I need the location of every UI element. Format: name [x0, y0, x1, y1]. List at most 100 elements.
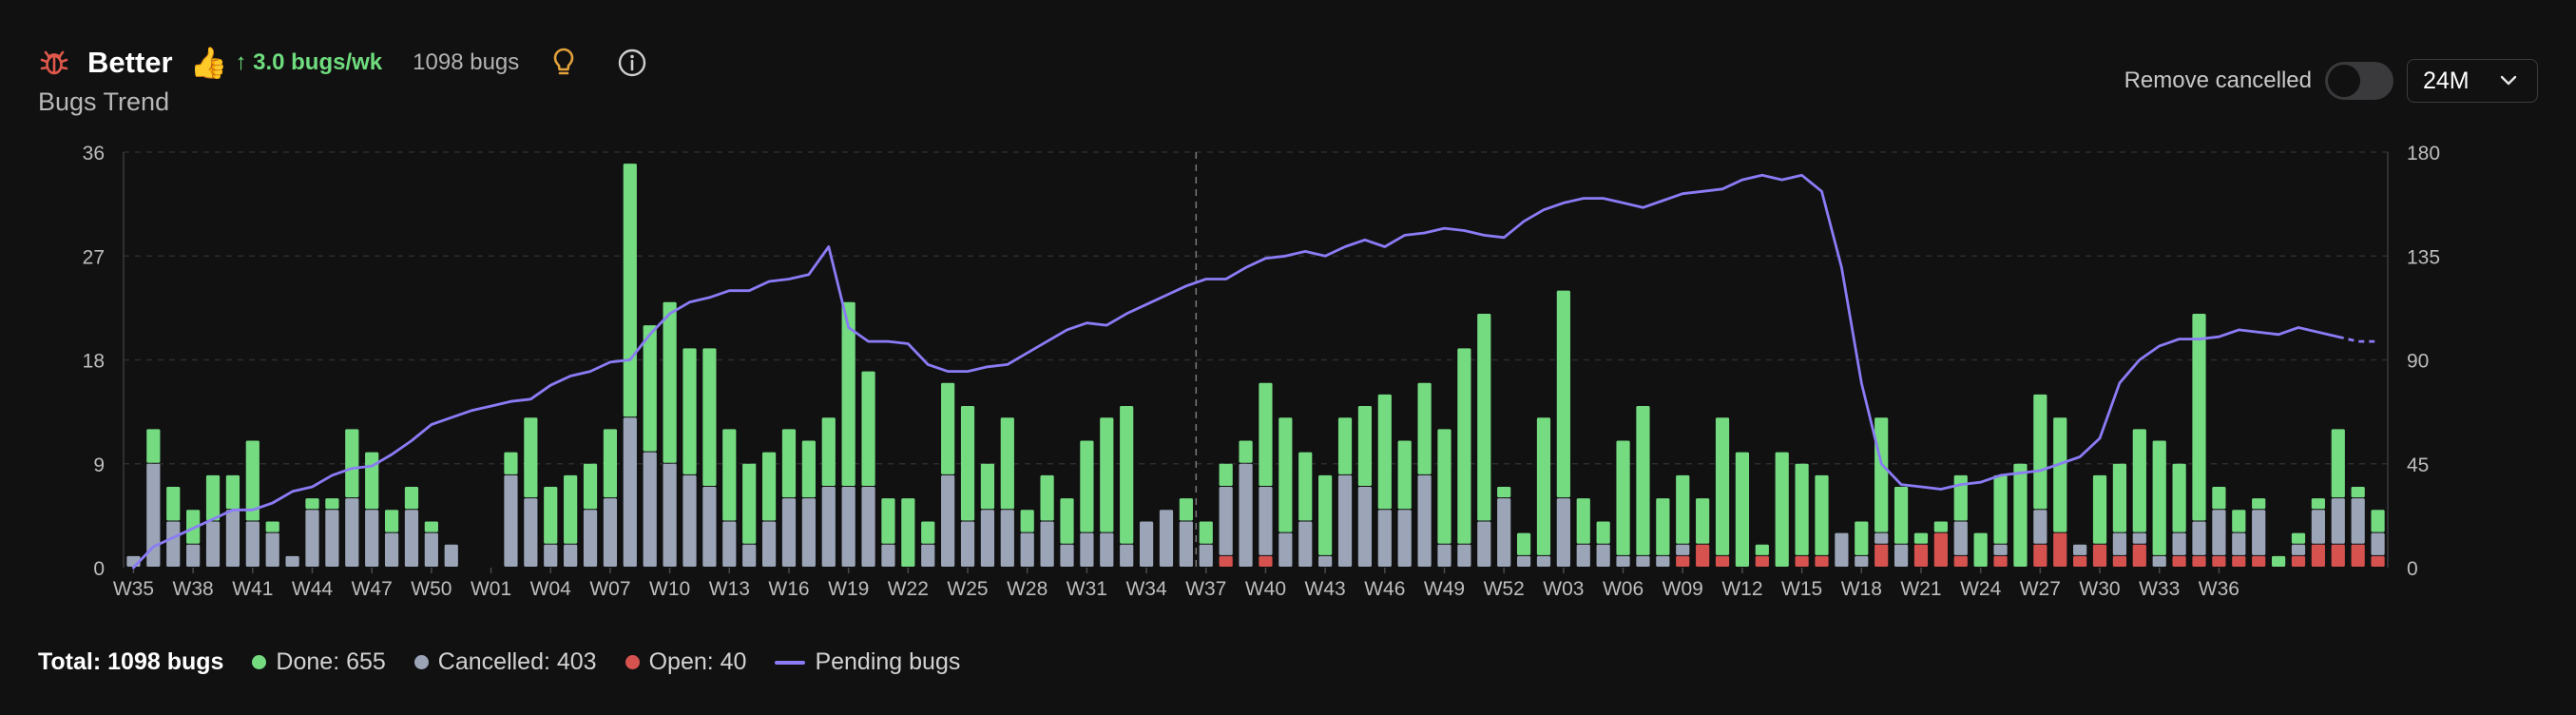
bar-done — [1596, 521, 1610, 544]
bar-done — [2291, 532, 2306, 544]
x-tick-label: W12 — [1721, 578, 1762, 600]
bar-cancelled — [186, 544, 201, 567]
y-tick-right: 90 — [2407, 351, 2429, 373]
bar-cancelled — [1536, 555, 1551, 567]
x-tick-label: W44 — [292, 578, 334, 600]
bar-done — [1815, 474, 1829, 555]
bar-cancelled — [2371, 532, 2385, 555]
legend-pending[interactable]: Pending bugs — [775, 648, 960, 676]
cancelled-swatch — [413, 655, 429, 669]
y-tick-left: 27 — [83, 246, 105, 268]
remove-cancelled-toggle[interactable] — [2325, 62, 2393, 100]
legend-done[interactable]: Done: 655 — [252, 648, 386, 676]
bar-done — [225, 474, 240, 510]
bar-cancelled — [1437, 544, 1451, 567]
bar-open — [1259, 555, 1273, 567]
bar-done — [1298, 452, 1313, 521]
x-tick-label: W07 — [589, 578, 630, 600]
bar-done — [1775, 452, 1789, 567]
thumbs-up-icon: 👍 — [189, 46, 228, 80]
info-icon[interactable] — [616, 47, 648, 79]
bar-open — [2112, 555, 2127, 567]
bar-done — [1953, 474, 1968, 521]
bar-cancelled — [921, 544, 935, 567]
bar-cancelled — [960, 521, 975, 567]
x-tick-label: W50 — [411, 578, 452, 600]
page-title: Better — [87, 46, 173, 79]
legend-open[interactable]: Open: 40 — [625, 648, 746, 676]
bar-done — [2053, 417, 2067, 532]
bar-cancelled — [781, 498, 797, 567]
bar-open — [2132, 544, 2146, 567]
bar-cancelled — [2073, 544, 2087, 555]
x-tick-label: W27 — [2020, 578, 2061, 600]
bar-done — [1894, 487, 1909, 544]
bar-cancelled — [643, 452, 657, 567]
bar-cancelled — [1835, 532, 1849, 567]
y-tick-right: 135 — [2407, 246, 2440, 268]
legend-total: Total: 1098 bugs — [38, 648, 224, 675]
bar-cancelled — [1040, 521, 1054, 567]
bar-cancelled — [583, 510, 598, 567]
legend-cancelled[interactable]: Cancelled: 403 — [413, 648, 597, 676]
bar-cancelled — [1676, 544, 1690, 555]
bar-done — [1437, 429, 1451, 544]
bar-done — [901, 498, 915, 567]
x-tick-label: W41 — [232, 578, 273, 600]
bar-done — [245, 440, 260, 521]
bar-cancelled — [1239, 463, 1253, 567]
bar-done — [524, 417, 538, 498]
bar-done — [1040, 474, 1054, 521]
bar-done — [1497, 487, 1511, 498]
bar-done — [603, 429, 618, 498]
bar-done — [960, 406, 975, 521]
bar-done — [702, 348, 717, 487]
bar-cancelled — [564, 544, 578, 567]
range-value: 24M — [2423, 67, 2470, 94]
bar-done — [682, 348, 697, 474]
bar-open — [1715, 555, 1730, 567]
bar-open — [1755, 555, 1769, 567]
range-select[interactable]: 24M — [2407, 59, 2538, 103]
bar-cancelled — [1060, 544, 1074, 567]
bar-done — [941, 382, 955, 474]
bar-done — [881, 498, 895, 544]
bar-cancelled — [1020, 532, 1034, 567]
bugs-trend-chart: 0 0 9 45 18 90 27 135 36 180 W35 W38 W41 W44 W47 W50 W01… — [83, 143, 2440, 600]
x-tick-label: W33 — [2139, 578, 2180, 600]
bar-open — [2232, 555, 2246, 567]
bar-done — [1377, 394, 1392, 510]
bar-done — [504, 452, 518, 474]
bar-done — [1318, 474, 1333, 555]
bar-done — [1397, 440, 1412, 510]
bar-done — [404, 487, 419, 510]
bar-cancelled — [2232, 532, 2246, 555]
bar-open — [2033, 544, 2047, 567]
bar-cancelled — [623, 417, 637, 567]
bar-cancelled — [1616, 555, 1630, 567]
bar-open — [2252, 555, 2266, 567]
bar-cancelled — [2212, 510, 2226, 555]
bar-cancelled — [1199, 544, 1213, 567]
x-tick-label: W24 — [1960, 578, 2002, 600]
bar-cancelled — [742, 544, 757, 567]
bar-cancelled — [1556, 498, 1570, 567]
bar-open — [2192, 555, 2206, 567]
bar-cancelled — [980, 510, 995, 567]
bar-done — [2271, 555, 2286, 567]
bar-done — [1179, 498, 1193, 521]
bar-done — [2212, 487, 2226, 510]
bar-done — [305, 498, 319, 510]
bar-cancelled — [1596, 544, 1610, 567]
bar-done — [821, 417, 836, 487]
bar-done — [1100, 417, 1114, 532]
bar-cancelled — [941, 474, 955, 567]
lightbulb-icon[interactable] — [548, 47, 580, 79]
y-tick-right: 0 — [2407, 558, 2418, 580]
bar-cancelled — [524, 498, 538, 567]
x-tick-label: W52 — [1484, 578, 1525, 600]
bar-done — [861, 371, 875, 487]
bar-cancelled — [881, 544, 895, 567]
bar-done — [1913, 532, 1929, 544]
bar-done — [663, 301, 677, 463]
